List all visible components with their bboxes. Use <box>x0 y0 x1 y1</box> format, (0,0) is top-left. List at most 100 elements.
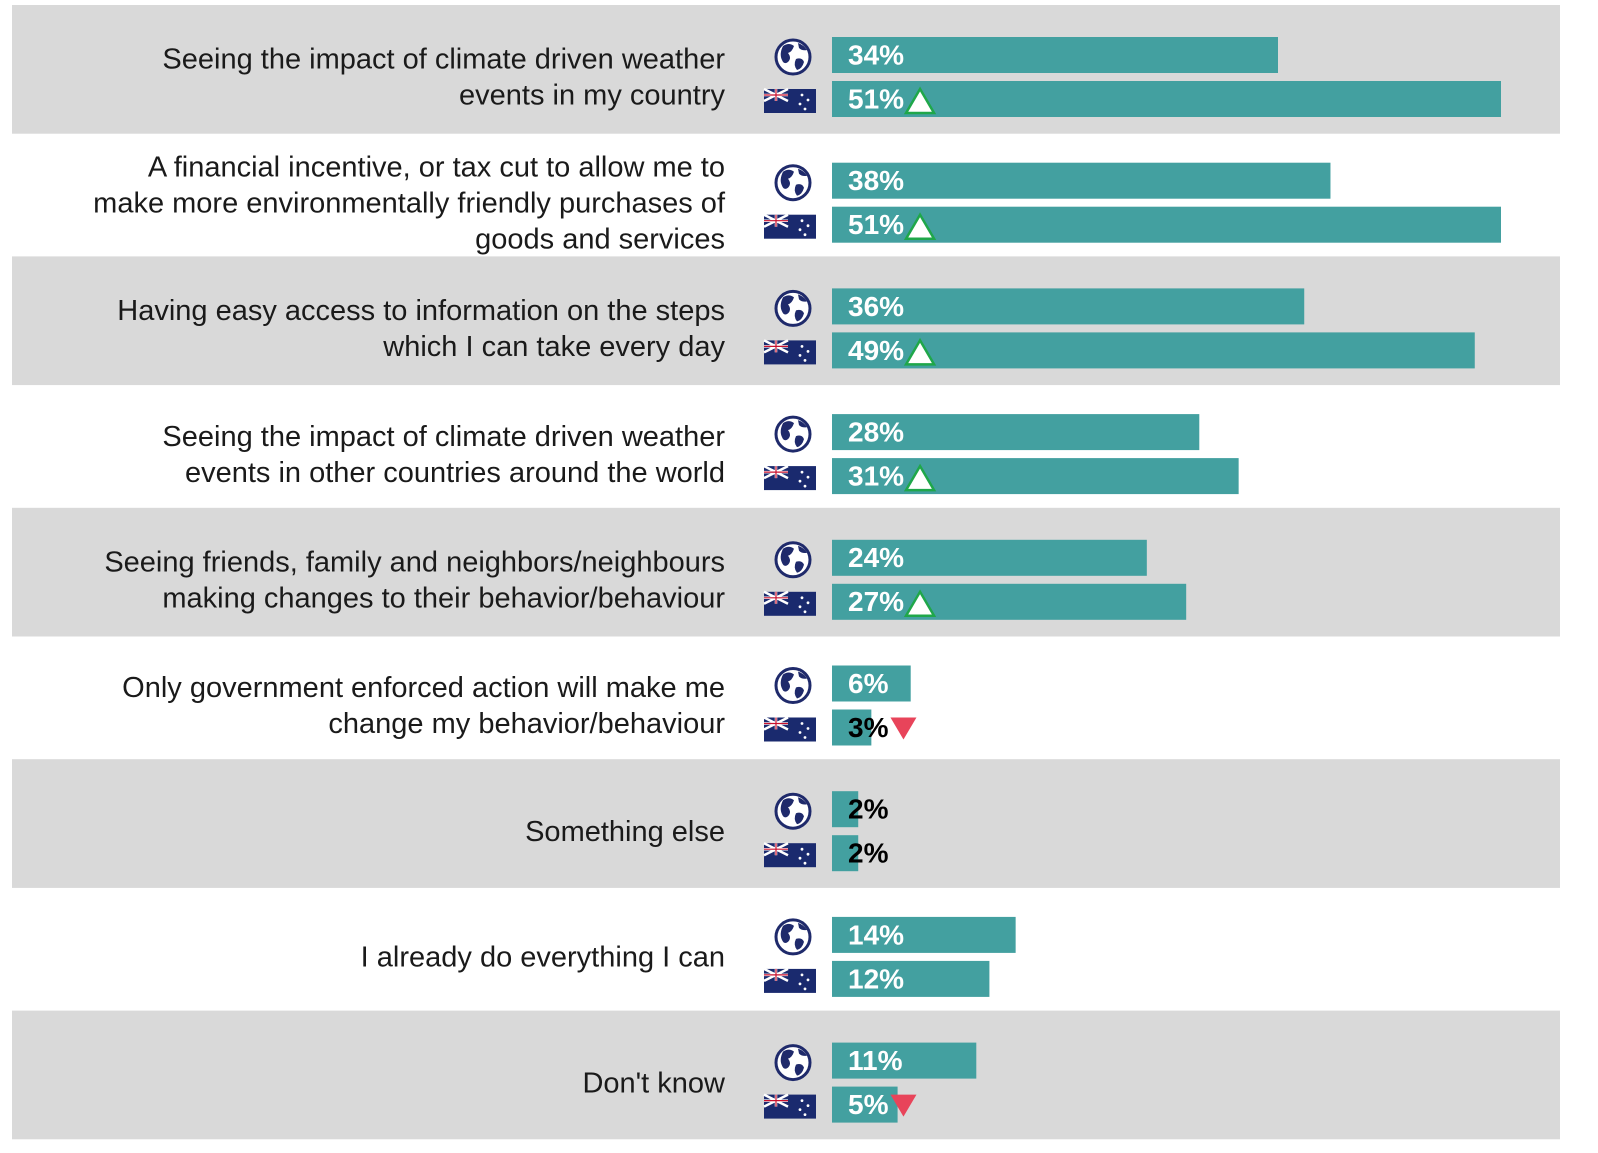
bar <box>832 916 1016 953</box>
flag-union-red <box>764 843 788 856</box>
bar <box>832 1042 977 1079</box>
flag-star <box>800 596 804 600</box>
flag-icon <box>763 464 816 491</box>
globe-icon <box>774 667 812 704</box>
value-label: 11% <box>848 1045 903 1076</box>
category-label: events in other countries around the wor… <box>185 457 725 489</box>
flag-union-red <box>764 1094 788 1107</box>
flag-star <box>806 727 810 730</box>
value-label: 38% <box>848 165 904 196</box>
flag-star <box>806 475 810 479</box>
bar <box>832 414 1200 451</box>
globe-land <box>780 922 807 950</box>
value-label: 2% <box>848 838 889 869</box>
sig-up <box>903 463 937 492</box>
flag-star <box>798 228 802 232</box>
flag-icon <box>763 213 816 239</box>
flag-star <box>798 354 802 357</box>
value-label: 34% <box>848 39 904 70</box>
value-label: 12% <box>848 963 904 994</box>
bar <box>832 583 1187 620</box>
flag-star <box>798 982 802 986</box>
flag-star <box>806 601 810 605</box>
flag-star <box>800 345 804 348</box>
flag-star <box>803 736 807 739</box>
globe-icon <box>774 38 812 76</box>
flag-star <box>803 359 807 362</box>
flag-star <box>800 722 804 725</box>
globe-icon <box>774 918 812 956</box>
value-label: 49% <box>848 335 904 366</box>
flag-star <box>800 470 804 474</box>
category-label: goods and services <box>475 223 725 255</box>
flag-star <box>806 1104 810 1107</box>
flag-star <box>806 98 810 102</box>
bar <box>832 709 872 746</box>
flag-star <box>806 224 810 228</box>
flag-star <box>803 484 807 488</box>
flag-star <box>803 1113 807 1116</box>
flag-star <box>806 852 810 856</box>
category-label: Having easy access to information on the… <box>117 295 725 327</box>
sig-down <box>890 717 917 740</box>
value-label: 6% <box>848 668 889 699</box>
category-label: change my behavior/behaviour <box>328 708 725 740</box>
flag-union-red <box>764 591 788 604</box>
bar <box>832 791 859 828</box>
bar <box>832 539 1147 576</box>
bar <box>832 37 1278 73</box>
flag-union-red <box>764 717 788 730</box>
bar <box>832 81 1501 117</box>
flag-icon <box>763 339 816 365</box>
sig-down <box>890 1094 917 1117</box>
category-label: A financial incentive, or tax cut to all… <box>148 151 725 183</box>
value-label: 14% <box>848 919 904 950</box>
bar <box>832 332 1475 369</box>
flag-star <box>798 605 802 609</box>
value-label: 2% <box>848 794 889 825</box>
flag-star <box>806 978 810 982</box>
flag-star <box>800 1099 804 1102</box>
sig-up <box>903 212 937 240</box>
flag-star <box>803 987 807 991</box>
globe-land <box>780 43 807 70</box>
value-label: 28% <box>848 416 904 447</box>
globe-icon <box>774 541 812 579</box>
flag-star <box>800 847 804 851</box>
category-label: Something else <box>525 816 725 848</box>
globe-land <box>780 1048 807 1076</box>
sig-up <box>903 589 937 618</box>
category-label: make more environmentally friendly purch… <box>93 187 726 219</box>
flag-icon <box>763 716 816 742</box>
globe-icon <box>774 289 812 327</box>
flag-star <box>803 610 807 614</box>
flag-star <box>803 233 807 237</box>
flag-icon <box>763 967 816 993</box>
value-label: 24% <box>848 542 904 573</box>
sig-up <box>903 337 937 366</box>
flag-union-red <box>764 466 788 479</box>
flag-star <box>800 219 804 223</box>
flag-star <box>798 731 802 734</box>
flag-star <box>800 973 804 977</box>
bar <box>832 458 1239 495</box>
sig-up <box>903 86 937 115</box>
value-label: 3% <box>848 712 889 743</box>
category-label: events in my country <box>459 80 725 112</box>
globe-icon <box>774 1044 812 1082</box>
flag-star <box>803 107 807 111</box>
globe-icon <box>774 792 812 830</box>
category-label: making changes to their behavior/behavio… <box>162 582 725 614</box>
flag-star <box>798 479 802 483</box>
category-label: Seeing friends, family and neighbors/nei… <box>104 546 725 578</box>
flag-union-red <box>764 214 788 227</box>
value-label: 51% <box>848 83 904 114</box>
flag-star <box>798 856 802 860</box>
category-label: Seeing the impact of climate driven weat… <box>162 44 725 76</box>
flag-star <box>798 1108 802 1111</box>
value-label: 31% <box>848 460 904 491</box>
flag-icon <box>763 87 816 113</box>
bar <box>832 288 1305 325</box>
flag-union-red <box>764 89 788 101</box>
